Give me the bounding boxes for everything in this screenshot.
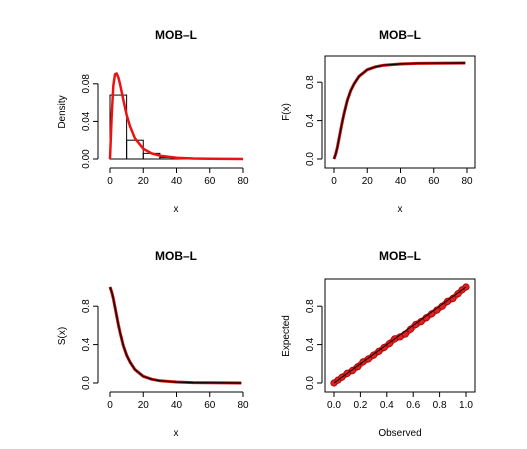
density-panel-x-tick-label: 60 — [204, 176, 216, 187]
survival-panel: MOB–L x S(x) 0 20 40 60 80 0.0 0.4 0.8 — [57, 249, 249, 439]
pp-panel: MOB–L Observed Expected 0.0 0.2 0.4 0.6 0.8 1… — [281, 249, 476, 439]
pp-panel-y-tick-label: 0.0 — [305, 376, 316, 390]
density-panel: MOB–L x Density 0 20 40 60 80 0.00 0.04 0.08 — [57, 28, 249, 215]
density-panel-x-tick-label: 80 — [237, 176, 249, 187]
pp-panel-xlabel: Observed — [378, 428, 421, 439]
cdf-panel-x-tick-label: 80 — [461, 176, 473, 187]
cdf-panel-xlabel: x — [398, 204, 403, 215]
survival-panel-x-tick-label: 0 — [107, 400, 113, 411]
density-panel-y-tick-label: 0.00 — [81, 149, 92, 169]
survival-panel-x-tick-label: 80 — [237, 400, 249, 411]
density-panel-title: MOB–L — [155, 28, 197, 42]
cdf-panel-y-tick-label: 0.4 — [305, 113, 316, 127]
cdf-panel-x-tick-label: 40 — [395, 176, 407, 187]
survival-panel-x-tick-label: 20 — [138, 400, 150, 411]
density-panel-xlabel: x — [174, 204, 179, 215]
survival-panel-y-tick-label: 0.0 — [81, 376, 92, 390]
pp-panel-x-tick-label: 0.2 — [353, 400, 367, 411]
empirical-survival-curve — [109, 286, 242, 384]
pp-panel-x-tick-label: 0.6 — [406, 400, 420, 411]
survival-panel-x-tick-label: 40 — [171, 400, 183, 411]
density-panel-y-tick-label: 0.08 — [81, 74, 92, 94]
pp-panel-y-tick-label: 0.8 — [305, 299, 316, 313]
histogram-bar — [109, 94, 128, 160]
empirical-cdf-curve — [333, 62, 466, 160]
fitted-density-curve — [108, 72, 244, 161]
cdf-panel-title: MOB–L — [379, 28, 421, 42]
pp-panel-x-tick-label: 1.0 — [459, 400, 473, 411]
pp-point — [401, 330, 409, 338]
pp-panel-y-tick-label: 0.4 — [305, 337, 316, 351]
pp-panel-title: MOB–L — [379, 249, 421, 263]
pp-reference-line — [333, 286, 467, 384]
pp-panel-x-tick-label: 0.4 — [380, 400, 394, 411]
survival-panel-ylabel: S(x) — [57, 327, 68, 345]
density-panel-x-tick-label: 40 — [171, 176, 183, 187]
survival-panel-xlabel: x — [174, 428, 179, 439]
density-panel-ylabel: Density — [57, 95, 68, 128]
cdf-panel-y-tick-label: 0.8 — [305, 75, 316, 89]
survival-panel-x-tick-label: 60 — [204, 400, 216, 411]
cdf-panel-x-tick-label: 0 — [331, 176, 337, 187]
cdf-panel-y-tick-label: 0.0 — [305, 152, 316, 166]
pp-panel-x-tick-label: 0.8 — [433, 400, 447, 411]
pp-panel-x-tick-label: 0.0 — [327, 400, 341, 411]
pp-panel-ylabel: Expected — [281, 315, 292, 357]
density-panel-x-tick-label: 20 — [138, 176, 150, 187]
survival-panel-y-tick-label: 0.4 — [81, 337, 92, 351]
cdf-panel-x-tick-label: 20 — [362, 176, 374, 187]
cdf-panel-ylabel: F(x) — [281, 103, 292, 121]
density-panel-x-tick-label: 0 — [107, 176, 113, 187]
cdf-panel: MOB–L x F(x) 0 20 40 60 80 0.0 0.4 0.8 — [281, 28, 476, 215]
survival-panel-title: MOB–L — [155, 249, 197, 263]
survival-panel-y-tick-label: 0.8 — [81, 299, 92, 313]
density-panel-y-tick-label: 0.04 — [81, 111, 92, 131]
cdf-panel-x-tick-label: 60 — [428, 176, 440, 187]
